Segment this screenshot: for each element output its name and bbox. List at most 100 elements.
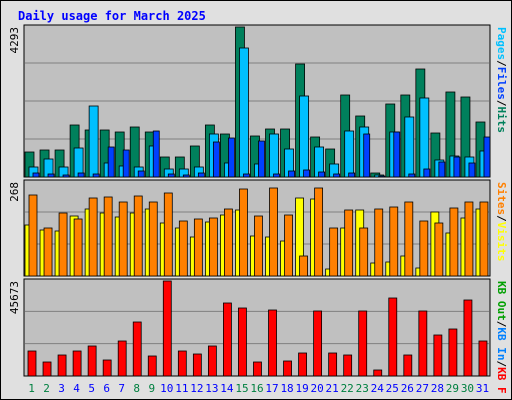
- bar-sites-30: [464, 201, 474, 277]
- bar-pages-14: [228, 137, 235, 178]
- x-tick-label-12: 12: [190, 382, 203, 395]
- bar-pages-11: [182, 174, 190, 178]
- x-tick-label-27: 27: [416, 382, 429, 395]
- legend-entry-2-4: KB F: [495, 367, 508, 394]
- bar-kbf-27: [418, 310, 428, 377]
- bar-pages-2: [47, 173, 55, 178]
- bar-pages-30: [468, 162, 476, 178]
- bar-sites-3: [58, 212, 68, 277]
- bar-files-19: [299, 95, 309, 178]
- bar-kbf-6: [102, 359, 112, 377]
- bar-kbf-11: [177, 350, 187, 377]
- bar-sites-8: [133, 195, 143, 277]
- bar-sites-22: [344, 209, 354, 277]
- bar-kbf-29: [448, 328, 458, 377]
- bar-kbf-13: [207, 345, 217, 377]
- x-tick-label-24: 24: [371, 382, 385, 395]
- chart-title: Daily usage for March 2025: [18, 9, 206, 23]
- x-tick-label-3: 3: [58, 382, 65, 395]
- bar-sites-20: [314, 187, 324, 277]
- legend-entry-0-2: Files: [495, 67, 508, 100]
- bar-sites-25: [389, 206, 399, 277]
- bar-pages-9: [152, 130, 160, 178]
- x-tick-label-14: 14: [220, 382, 234, 395]
- bar-sites-9: [148, 201, 158, 277]
- bar-pages-17: [273, 173, 280, 178]
- bar-kbf-24: [373, 369, 383, 377]
- x-tick-label-31: 31: [476, 382, 489, 395]
- bar-pages-21: [333, 173, 341, 178]
- bar-pages-31: [483, 136, 491, 178]
- y-max-label-0: 4293: [8, 27, 21, 54]
- bar-sites-16: [254, 215, 263, 277]
- bar-pages-1: [32, 172, 40, 178]
- bar-pages-5: [92, 173, 100, 178]
- bar-sites-6: [103, 196, 113, 277]
- bar-kbf-7: [117, 340, 127, 377]
- bar-pages-3: [62, 174, 70, 178]
- bar-sites-4: [73, 218, 83, 277]
- bar-pages-13: [212, 141, 220, 178]
- bar-sites-2: [43, 227, 53, 277]
- bar-sites-26: [404, 201, 414, 277]
- bar-sites-31: [479, 201, 489, 277]
- bar-pages-12: [197, 172, 205, 178]
- y-max-label-1: 268: [8, 182, 21, 202]
- bar-pages-23: [363, 133, 371, 178]
- x-tick-label-8: 8: [133, 382, 140, 395]
- x-tick-label-6: 6: [103, 382, 110, 395]
- bar-pages-25: [393, 131, 401, 178]
- x-tick-label-9: 9: [148, 382, 155, 395]
- bar-kbf-25: [388, 297, 398, 377]
- bar-kbf-16: [253, 361, 262, 377]
- bar-pages-28: [438, 161, 446, 178]
- bar-kbf-17: [268, 309, 277, 377]
- x-tick-label-28: 28: [431, 382, 444, 395]
- x-tick-label-21: 21: [326, 382, 339, 395]
- x-tick-label-15: 15: [235, 382, 248, 395]
- bar-kbf-3: [57, 354, 67, 377]
- bar-pages-16: [258, 140, 265, 178]
- bar-pages-27: [423, 168, 431, 178]
- bar-pages-19: [303, 169, 310, 178]
- bar-files-5: [88, 105, 99, 178]
- x-tick-label-1: 1: [28, 382, 35, 395]
- bar-pages-22: [348, 172, 356, 178]
- bar-kbf-5: [87, 345, 97, 377]
- x-tick-label-29: 29: [446, 382, 459, 395]
- x-tick-label-11: 11: [175, 382, 188, 395]
- legend-entry-0-3: /: [495, 100, 508, 107]
- bar-kbf-19: [298, 352, 307, 377]
- bar-kbf-8: [132, 321, 142, 377]
- bar-kbf-21: [328, 352, 338, 377]
- legend-entry-0-0: Pages: [495, 27, 508, 60]
- bar-sites-12: [193, 218, 203, 277]
- x-tick-label-2: 2: [43, 382, 50, 395]
- x-tick-label-25: 25: [386, 382, 399, 395]
- bar-kbf-30: [463, 299, 473, 377]
- legend-2: KB Out/KB In/KB F: [495, 281, 508, 394]
- bar-kbf-4: [72, 350, 82, 377]
- bar-sites-29: [449, 207, 459, 277]
- bar-files-15: [239, 47, 249, 178]
- x-tick-label-18: 18: [280, 382, 293, 395]
- bar-kbf-22: [343, 354, 353, 377]
- bar-sites-11: [178, 220, 188, 277]
- legend-entry-2-2: KB In: [495, 327, 508, 360]
- bar-pages-10: [167, 173, 175, 178]
- bar-sites-5: [88, 197, 98, 277]
- x-tick-label-5: 5: [88, 382, 95, 395]
- bar-kbf-26: [403, 354, 413, 377]
- legend-1: Sites/Visits: [495, 182, 508, 262]
- bar-kbf-18: [283, 360, 292, 377]
- bar-pages-4: [77, 172, 85, 178]
- plot-panel-2: [23, 278, 491, 377]
- bar-kbf-1: [27, 350, 37, 377]
- x-tick-label-23: 23: [356, 382, 369, 395]
- bar-sites-19: [299, 255, 308, 277]
- bar-pages-6: [107, 146, 115, 178]
- bar-sites-17: [269, 187, 278, 277]
- x-tick-label-26: 26: [401, 382, 414, 395]
- bar-kbf-23: [358, 310, 368, 377]
